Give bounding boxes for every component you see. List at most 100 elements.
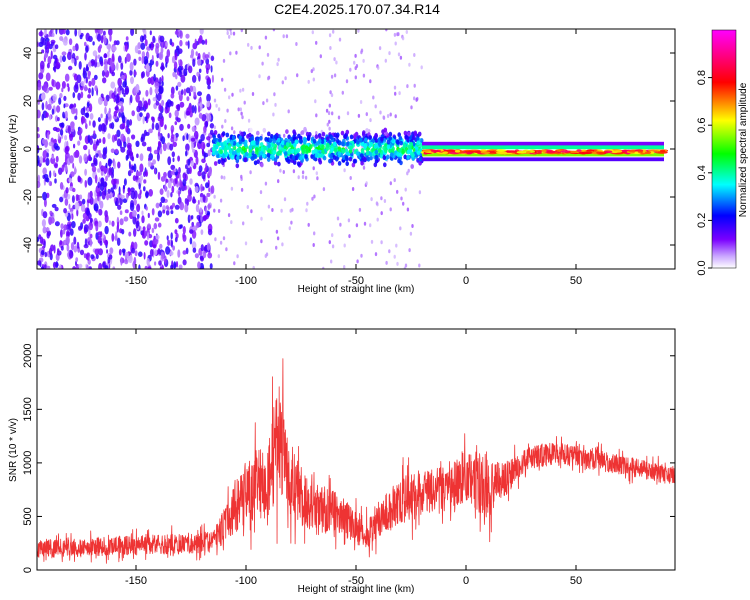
heat-cell (326, 136, 330, 142)
heat-cell (348, 156, 353, 162)
heat-cell (79, 34, 83, 40)
heat-cell (145, 191, 149, 198)
heat-cell (195, 51, 198, 56)
heat-cell (94, 197, 98, 206)
heat-cell (51, 108, 55, 115)
heat-cell (250, 209, 253, 214)
heat-cell (276, 137, 281, 143)
heat-cell (105, 117, 108, 126)
heat-cell (170, 164, 176, 170)
heat-cell (138, 251, 143, 257)
heat-cell (85, 76, 88, 84)
heat-cell (165, 178, 169, 183)
heat-cell (46, 152, 49, 158)
heat-cell (161, 136, 166, 145)
heat-cell (313, 148, 318, 154)
heat-cell (396, 261, 399, 266)
heat-cell (200, 183, 203, 192)
heat-cell (143, 186, 146, 192)
heat-cell (108, 107, 111, 114)
heat-cell (151, 227, 155, 234)
heat-cell (146, 258, 150, 266)
heat-cell (261, 153, 266, 159)
heat-cell (194, 117, 200, 126)
y-tick-label: 1500 (22, 397, 34, 421)
heat-cell (95, 153, 99, 158)
heat-cell (93, 74, 98, 81)
heat-cell (91, 165, 97, 173)
heat-cell (648, 149, 658, 152)
heat-cell (307, 79, 310, 84)
heat-cell (660, 149, 666, 153)
heat-cell (77, 92, 81, 101)
heat-cell (116, 237, 121, 246)
heat-cell (68, 65, 73, 71)
heat-cell (171, 151, 175, 158)
heat-cell (398, 91, 401, 96)
heat-cell (363, 221, 367, 226)
heat-cell (179, 101, 185, 108)
heat-cell (410, 105, 413, 110)
heat-cell (124, 43, 128, 52)
heat-cell (246, 205, 249, 209)
heat-cell (72, 187, 76, 193)
heat-cell (337, 161, 342, 166)
heat-cell (132, 260, 136, 269)
heat-cell (64, 164, 68, 172)
heat-cell (463, 150, 475, 153)
heat-cell (355, 223, 359, 228)
heat-cell (259, 190, 263, 195)
heat-cell (396, 152, 400, 157)
heat-cell (170, 192, 173, 198)
heat-cell (108, 159, 113, 165)
heat-cell (58, 167, 63, 175)
heat-cell (128, 231, 132, 237)
y-tick-label: 1000 (22, 451, 34, 475)
heat-cell (139, 153, 144, 162)
heat-cell (72, 45, 76, 52)
heat-cell (217, 159, 222, 165)
heat-cell (129, 202, 135, 212)
heat-cell (343, 243, 346, 248)
heat-cell (206, 136, 211, 141)
heat-cell (39, 236, 44, 244)
heat-cell (87, 94, 91, 99)
heat-cell (495, 151, 508, 155)
heat-cell (172, 245, 176, 251)
heat-cell (258, 74, 261, 79)
heat-cell (134, 45, 139, 54)
heat-cell (101, 70, 106, 77)
heat-cell (117, 161, 121, 169)
heat-cell (408, 62, 411, 67)
heat-cell (369, 155, 373, 161)
heat-cell (265, 98, 269, 103)
heat-cell (199, 207, 202, 213)
heat-cell (60, 223, 64, 230)
heat-cell (399, 226, 402, 231)
heat-cell (214, 237, 217, 242)
heat-cell (254, 147, 259, 152)
heat-cell (135, 83, 140, 93)
heat-cell (37, 133, 40, 139)
heat-cell (125, 125, 129, 133)
heat-cell (142, 29, 145, 33)
heat-cell (228, 148, 233, 154)
heat-cell (98, 149, 101, 159)
heat-cell (115, 231, 118, 240)
heat-cell (132, 175, 136, 182)
heat-cell (236, 148, 240, 154)
heat-cell (42, 157, 46, 163)
heat-cell (322, 155, 327, 161)
heat-cell (313, 231, 316, 236)
heat-cell (63, 208, 67, 214)
heat-cell (98, 196, 101, 206)
heat-cell (228, 34, 231, 39)
heat-cell (75, 257, 79, 262)
heat-cell (411, 135, 416, 141)
heat-cell (97, 54, 101, 59)
x-tick-label: -50 (348, 575, 364, 587)
heat-cell (213, 161, 218, 166)
heat-cell (194, 253, 199, 259)
heat-cell (407, 168, 410, 173)
snr-xlabel: Height of straight line (km) (298, 584, 415, 595)
